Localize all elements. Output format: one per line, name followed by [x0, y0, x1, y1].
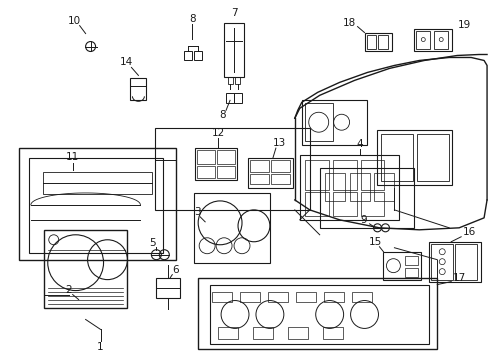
Bar	[197, 166, 215, 178]
Bar	[287, 328, 307, 339]
Bar	[42, 172, 152, 194]
Bar	[366, 35, 376, 49]
Bar	[240, 292, 260, 302]
Bar	[430, 244, 452, 280]
Text: 7: 7	[230, 8, 237, 18]
Bar	[433, 31, 447, 49]
Bar	[217, 166, 235, 178]
Bar	[332, 192, 356, 216]
Bar	[210, 285, 428, 345]
Bar	[44, 230, 127, 307]
Bar	[304, 192, 328, 216]
Bar	[378, 35, 387, 49]
Bar	[224, 23, 244, 77]
Bar	[252, 328, 272, 339]
Bar	[198, 278, 436, 349]
Bar	[304, 160, 328, 190]
Text: 3: 3	[193, 207, 200, 217]
Bar	[155, 128, 309, 210]
Bar	[301, 100, 366, 145]
Bar	[428, 242, 480, 282]
Bar	[324, 173, 344, 201]
Bar	[405, 268, 417, 276]
Bar	[364, 32, 392, 50]
Bar	[249, 160, 268, 172]
Bar	[360, 192, 384, 216]
Bar	[332, 160, 356, 190]
Bar	[19, 148, 176, 260]
Bar	[195, 148, 237, 180]
Bar	[218, 328, 238, 339]
Bar	[130, 78, 146, 100]
Bar	[322, 328, 342, 339]
Text: 1: 1	[97, 342, 103, 352]
Bar	[416, 134, 448, 181]
Bar	[351, 292, 371, 302]
Text: 8: 8	[188, 14, 195, 24]
Bar	[323, 292, 343, 302]
Bar	[212, 292, 232, 302]
Bar	[29, 158, 163, 253]
Text: 5: 5	[149, 238, 155, 248]
Text: 18: 18	[342, 18, 355, 28]
Bar	[454, 244, 476, 280]
Bar	[270, 174, 289, 184]
Bar	[227, 77, 233, 84]
Bar	[413, 28, 451, 50]
Bar	[349, 173, 369, 201]
Text: 9: 9	[360, 215, 366, 225]
Text: 17: 17	[451, 273, 465, 283]
Bar	[415, 31, 429, 49]
Bar	[197, 150, 215, 164]
Text: 15: 15	[368, 237, 381, 247]
Bar	[247, 158, 292, 188]
Bar	[381, 134, 412, 181]
Text: 14: 14	[120, 58, 133, 67]
Text: 4: 4	[356, 139, 362, 149]
Bar	[194, 50, 202, 60]
Bar	[194, 193, 269, 263]
Bar	[234, 93, 242, 103]
Bar	[217, 150, 235, 164]
Bar	[270, 160, 289, 172]
Bar	[295, 292, 315, 302]
Text: 12: 12	[211, 128, 224, 138]
Bar	[267, 292, 287, 302]
Text: 8: 8	[218, 110, 225, 120]
Bar	[383, 252, 421, 280]
Text: 6: 6	[172, 265, 178, 275]
Bar	[225, 93, 234, 103]
Bar	[374, 173, 394, 201]
Bar	[304, 103, 332, 141]
Text: 13: 13	[273, 138, 286, 148]
Bar	[319, 168, 413, 228]
Bar	[156, 278, 180, 298]
Text: 10: 10	[68, 15, 81, 26]
Bar	[360, 160, 384, 190]
Text: 2: 2	[65, 284, 72, 294]
Bar	[235, 77, 240, 84]
Text: 19: 19	[457, 19, 470, 30]
Bar	[299, 155, 399, 220]
Text: 11: 11	[66, 152, 79, 162]
Text: 16: 16	[462, 227, 475, 237]
Bar	[249, 174, 268, 184]
Bar	[405, 256, 417, 265]
Bar	[377, 130, 451, 185]
Bar	[184, 50, 192, 60]
